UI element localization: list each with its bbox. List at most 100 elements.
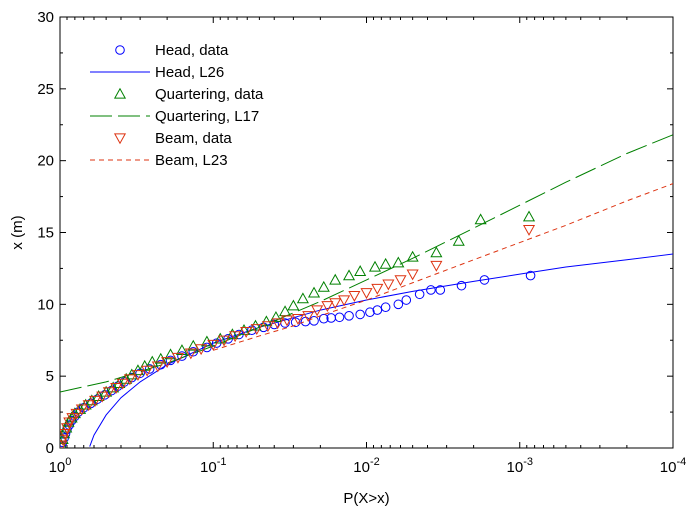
- data-point-beam-data: [184, 348, 197, 360]
- y-tick-label: 10: [37, 296, 54, 313]
- data-point-head-data: [144, 364, 155, 374]
- axes: 0 5 10 15 20 25 30 100 10-1 10-2 10-3 10-4: [37, 9, 686, 476]
- legend-swatch: [113, 133, 127, 145]
- legend-item-quartering-data: Quartering, data: [113, 86, 264, 103]
- data-point-beam-data: [207, 339, 220, 351]
- data-point-beam-data: [151, 361, 164, 373]
- data-point-quartering-data: [368, 260, 382, 272]
- data-point-quartering-data: [329, 273, 342, 285]
- data-point-quartering-data: [379, 257, 392, 269]
- data-point-beam-data: [82, 400, 95, 412]
- series-quartering-l17: [60, 134, 673, 393]
- data-point-head-data: [309, 316, 319, 326]
- x-tick-label: 10-2: [353, 456, 379, 476]
- data-point-quartering-data: [214, 332, 227, 344]
- data-point-quartering-data: [474, 213, 487, 225]
- data-point-head-data: [414, 289, 425, 300]
- y-axis-label: x (m): [9, 215, 26, 249]
- data-point-beam-data: [171, 352, 184, 364]
- data-point-beam-data: [522, 224, 536, 236]
- data-point-head-data: [380, 302, 391, 313]
- data-point-head-data: [202, 342, 212, 353]
- series-beam-data: [60, 224, 536, 448]
- data-point-head-data: [372, 305, 383, 315]
- data-point-beam-data: [195, 344, 208, 356]
- series-line-head-l26: [89, 253, 673, 447]
- data-point-head-data: [85, 398, 96, 409]
- data-point-head-data: [92, 394, 103, 404]
- legend-label: Beam, L23: [155, 152, 228, 169]
- data-point-beam-data: [360, 288, 373, 300]
- legend-label: Quartering, L17: [155, 108, 259, 125]
- data-point-beam-data: [102, 387, 115, 399]
- data-point-beam-data: [371, 283, 384, 295]
- data-point-quartering-data: [406, 250, 419, 262]
- legend-item-beam-l23: Beam, L23: [90, 152, 228, 169]
- data-point-quartering-data: [200, 335, 213, 347]
- data-point-quartering-data: [287, 299, 300, 311]
- data-point-quartering-data: [269, 311, 282, 322]
- data-point-beam-data: [311, 305, 324, 317]
- data-point-beam-data: [116, 378, 129, 390]
- data-point-beam-data: [123, 374, 136, 386]
- data-point-beam-data: [66, 413, 79, 425]
- data-point-head-data: [401, 295, 412, 305]
- y-tick-label: 0: [46, 440, 54, 457]
- data-point-beam-data: [348, 291, 361, 302]
- data-point-quartering-data: [279, 305, 292, 317]
- legend-item-head-l26: Head, L26: [90, 64, 224, 81]
- data-point-beam-data: [406, 269, 419, 281]
- data-point-beam-data: [430, 260, 443, 272]
- data-point-beam-data: [280, 315, 294, 327]
- data-point-quartering-data: [354, 265, 367, 276]
- plot-frame: [59, 16, 674, 449]
- data-point-beam-data: [218, 335, 231, 347]
- legend-item-quartering-l17: Quartering, L17: [90, 108, 259, 125]
- y-tick-label: 30: [37, 9, 54, 26]
- data-point-beam-data: [240, 326, 253, 338]
- data-point-beam-data: [70, 408, 83, 420]
- data-point-beam-data: [382, 279, 395, 291]
- data-point-quartering-data: [296, 292, 309, 304]
- data-point-head-data: [435, 285, 446, 295]
- series-line-beam-l23: [213, 183, 673, 351]
- data-point-head-data: [525, 270, 536, 281]
- data-point-beam-data: [338, 295, 351, 307]
- data-point-head-data: [355, 309, 365, 320]
- plot-series: [60, 134, 673, 448]
- series-head-l26: [89, 253, 673, 447]
- data-point-head-data: [456, 280, 467, 291]
- legend-swatch: [115, 45, 125, 55]
- data-point-quartering-data: [237, 323, 251, 335]
- data-point-quartering-data: [392, 256, 405, 268]
- data-point-beam-data: [141, 365, 154, 377]
- data-point-beam-data: [75, 404, 88, 416]
- x-axis-label: P(X>x): [343, 490, 389, 507]
- data-point-head-data: [344, 311, 354, 321]
- series-beam-l23: [213, 183, 673, 351]
- data-point-head-data: [300, 316, 311, 327]
- data-point-beam-data: [131, 370, 144, 381]
- y-tick-label: 25: [37, 81, 54, 98]
- data-point-beam-data: [321, 301, 334, 312]
- legend-item-beam-data: Beam, data: [113, 130, 232, 147]
- data-point-beam-data: [229, 331, 242, 343]
- data-point-beam-data: [96, 391, 109, 403]
- x-tick-label: 10-3: [507, 456, 533, 476]
- data-point-beam-data: [394, 275, 407, 287]
- data-point-beam-data: [89, 395, 102, 407]
- x-tick-label: 100: [49, 456, 72, 476]
- data-point-head-data: [393, 299, 404, 310]
- x-tick-label: 10-1: [200, 456, 226, 476]
- data-point-quartering-data: [342, 269, 356, 281]
- data-point-beam-data: [161, 357, 174, 369]
- legend: Head, data Head, L26 Quartering, data Quart…: [90, 42, 264, 169]
- data-point-beam-data: [110, 383, 123, 394]
- data-point-quartering-data: [260, 315, 273, 327]
- series-head-data: [60, 270, 536, 448]
- data-point-quartering-data: [430, 246, 443, 258]
- data-point-quartering-data: [317, 280, 330, 292]
- data-point-head-data: [318, 313, 329, 324]
- data-point-head-data: [426, 285, 436, 295]
- data-point-beam-data: [291, 314, 305, 325]
